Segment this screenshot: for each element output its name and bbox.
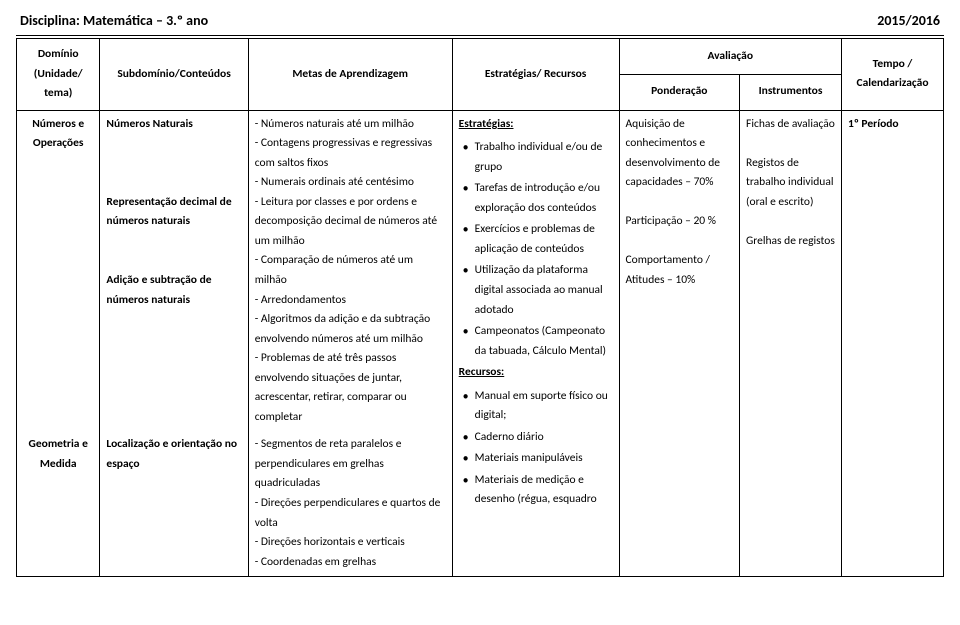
- sub-block-2: Representação decimal de números naturai…: [106, 195, 231, 229]
- estrategias-title: Estratégias:: [459, 115, 514, 135]
- list-item: Tarefas de introdução e/ou exploração do…: [459, 179, 613, 218]
- curriculum-table: Domínio (Unidade/ tema) Subdomínio/Conte…: [16, 38, 944, 577]
- recursos-list: Manual em suporte físico ou digital; Cad…: [459, 387, 613, 510]
- cell-metas-1: - Números naturais até um milhão - Conta…: [248, 110, 452, 431]
- discipline-title: Disciplina: Matemática – 3.º ano: [20, 12, 208, 29]
- meta-line: - Comparação de números até um milhão: [255, 251, 446, 290]
- school-year: 2015/2016: [877, 12, 940, 29]
- sub-block-1: Números Naturais: [106, 117, 192, 131]
- meta-line: - Coordenadas em grelhas: [255, 553, 446, 573]
- cell-sub-1: Números Naturais Representação decimal d…: [100, 110, 248, 431]
- cell-pond: Aquisição de conhecimentos e desenvolvim…: [619, 110, 740, 577]
- meta-line: - Segmentos de reta paralelos e perpendi…: [255, 435, 446, 494]
- page-header: Disciplina: Matemática – 3.º ano 2015/20…: [16, 8, 944, 36]
- col-sub: Subdomínio/Conteúdos: [100, 39, 248, 111]
- instr-line: Fichas de avaliação: [746, 115, 835, 135]
- meta-line: - Direções horizontais e verticais: [255, 533, 446, 553]
- table-row: Números e Operações Números Naturais Rep…: [17, 110, 944, 431]
- cell-dominio-1: Números e Operações: [17, 110, 100, 431]
- list-item: Materiais de medição e desenho (régua, e…: [459, 471, 613, 510]
- cell-dominio-2: Geometria e Medida: [17, 431, 100, 576]
- meta-line: - Leitura por classes e por ordens e dec…: [255, 193, 446, 252]
- list-item: Manual em suporte físico ou digital;: [459, 387, 613, 426]
- list-item: Exercícios e problemas de aplicação de c…: [459, 220, 613, 259]
- list-item: Campeonatos (Campeonato da tabuada, Cálc…: [459, 322, 613, 361]
- cell-metas-2: - Segmentos de reta paralelos e perpendi…: [248, 431, 452, 576]
- col-aval: Avaliação: [619, 39, 841, 75]
- col-metas: Metas de Aprendizagem: [248, 39, 452, 111]
- col-instr: Instrumentos: [740, 74, 842, 110]
- meta-line: - Numerais ordinais até centésimo: [255, 173, 446, 193]
- sub-block-4: Localização e orientação no espaço: [106, 437, 237, 471]
- estrategias-list: Trabalho individual e/ou de grupo Tarefa…: [459, 138, 613, 361]
- meta-line: - Contagens progressivas e regressivas c…: [255, 134, 446, 173]
- pond-line: Comportamento / Atitudes – 10%: [626, 251, 734, 290]
- list-item: Caderno diário: [459, 428, 613, 448]
- pond-line: Participação – 20 %: [626, 212, 734, 232]
- meta-line: - Arredondamentos: [255, 291, 446, 311]
- instr-line: Registos de trabalho individual (oral e …: [746, 154, 835, 213]
- col-dominio: Domínio (Unidade/ tema): [17, 39, 100, 111]
- instr-line: Grelhas de registos: [746, 232, 835, 252]
- list-item: Utilização da plataforma digital associa…: [459, 261, 613, 320]
- list-item: Trabalho individual e/ou de grupo: [459, 138, 613, 177]
- col-estrat: Estratégias/ Recursos: [452, 39, 619, 111]
- cell-instr: Fichas de avaliação Registos de trabalho…: [740, 110, 842, 577]
- cell-estrat: Estratégias: Trabalho individual e/ou de…: [452, 110, 619, 577]
- sub-block-3: Adição e subtração de números naturais: [106, 273, 211, 307]
- col-tempo: Tempo / Calendarização: [842, 39, 944, 111]
- cell-tempo: 1º Período: [842, 110, 944, 577]
- col-pond: Ponderação: [619, 74, 740, 110]
- recursos-title: Recursos:: [459, 363, 505, 383]
- meta-line: - Números naturais até um milhão: [255, 115, 446, 135]
- list-item: Materiais manipuláveis: [459, 449, 613, 469]
- meta-line: - Problemas de até três passos envolvend…: [255, 349, 446, 427]
- meta-line: - Algoritmos da adição e da subtração en…: [255, 310, 446, 349]
- cell-sub-2: Localização e orientação no espaço: [100, 431, 248, 576]
- meta-line: - Direções perpendiculares e quartos de …: [255, 494, 446, 533]
- pond-line: Aquisição de conhecimentos e desenvolvim…: [626, 115, 734, 193]
